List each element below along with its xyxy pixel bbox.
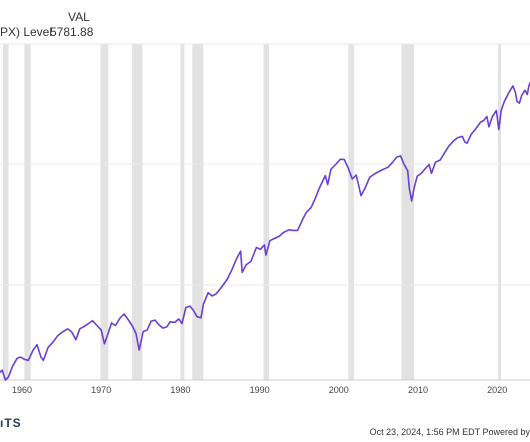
recession-band xyxy=(401,44,415,380)
recession-band xyxy=(2,44,9,380)
recession-band xyxy=(180,44,185,380)
legend: VAL PX) Level 5781.88 xyxy=(0,0,530,44)
x-tick-label: 1960 xyxy=(12,385,32,395)
x-tick-label: 1990 xyxy=(250,385,270,395)
x-tick-label: 2010 xyxy=(408,385,428,395)
recession-bands xyxy=(2,44,501,380)
x-tick-label: 1980 xyxy=(170,385,190,395)
recession-band xyxy=(263,44,270,380)
brand-logo: ıTS xyxy=(0,416,22,430)
x-tick-label: 2000 xyxy=(329,385,349,395)
legend-series-label: PX) Level xyxy=(0,25,53,39)
recession-band xyxy=(497,44,501,380)
x-tick-label: 1970 xyxy=(91,385,111,395)
x-tick-label: 2020 xyxy=(487,385,507,395)
recession-band xyxy=(100,44,109,380)
legend-value-header: VAL xyxy=(68,10,90,24)
recession-band xyxy=(348,44,354,380)
recession-band xyxy=(192,44,204,380)
recession-band xyxy=(24,44,31,380)
x-axis: 1960 1970 1980 1990 2000 2010 2020 xyxy=(0,379,530,395)
footer-credit: Oct 23, 2024, 1:56 PM EDT Powered by xyxy=(369,427,530,437)
series-lines xyxy=(0,81,530,381)
legend-series-value: 5781.88 xyxy=(50,25,94,39)
recession-band xyxy=(132,44,143,380)
gridlines xyxy=(0,43,530,286)
series-line xyxy=(0,81,530,381)
